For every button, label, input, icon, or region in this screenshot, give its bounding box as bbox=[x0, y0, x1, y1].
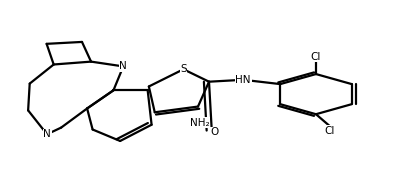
Text: HN: HN bbox=[236, 75, 251, 85]
Text: NH₂: NH₂ bbox=[190, 118, 210, 128]
Text: S: S bbox=[180, 64, 187, 74]
Text: N: N bbox=[120, 61, 127, 71]
Text: Cl: Cl bbox=[325, 126, 335, 136]
Text: N: N bbox=[43, 129, 51, 139]
Text: O: O bbox=[211, 127, 219, 137]
Text: Cl: Cl bbox=[311, 52, 321, 62]
